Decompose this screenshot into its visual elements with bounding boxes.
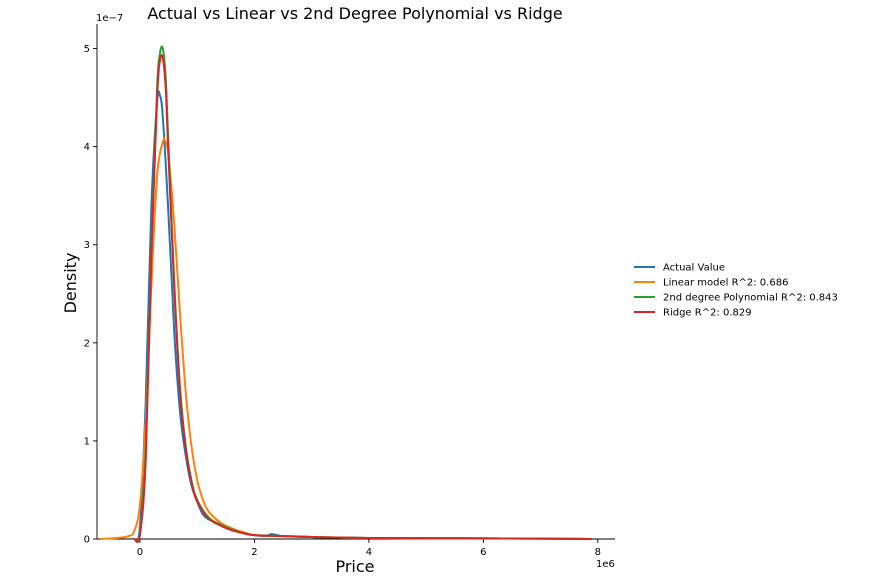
series-line-2 — [133, 45, 593, 543]
series-line-3 — [133, 54, 593, 543]
y-tick-label: 2 — [84, 338, 90, 349]
y-axis-label: Density — [61, 253, 80, 314]
y-offset-label: 1e−7 — [96, 13, 123, 24]
y-tick-label: 3 — [84, 240, 90, 251]
x-tick-label: 8 — [595, 547, 601, 558]
legend-label: 2nd degree Polynomial R^2: 0.843 — [663, 293, 838, 304]
chart-title: Actual vs Linear vs 2nd Degree Polynomia… — [147, 4, 562, 23]
y-tick-label: 4 — [84, 142, 90, 153]
legend-label: Actual Value — [663, 263, 725, 274]
x-tick-label: 4 — [366, 547, 372, 558]
legend-label: Ridge R^2: 0.829 — [663, 308, 752, 319]
x-axis-label: Price — [335, 557, 374, 576]
legend-label: Linear model R^2: 0.686 — [663, 278, 788, 289]
x-offset-label: 1e6 — [596, 559, 615, 570]
series-line-0 — [133, 90, 593, 542]
ticks: 0 2 4 6 8 0 1 2 3 4 5 — [84, 44, 601, 558]
legend: Actual Value Linear model R^2: 0.686 2nd d… — [634, 263, 838, 319]
y-tick-label: 1 — [84, 436, 90, 447]
x-tick-label: 2 — [251, 547, 257, 558]
series-lines — [99, 45, 593, 543]
y-tick-label: 0 — [84, 535, 90, 546]
y-tick-label: 5 — [84, 44, 90, 55]
x-tick-label: 0 — [137, 547, 143, 558]
x-tick-label: 6 — [480, 547, 486, 558]
